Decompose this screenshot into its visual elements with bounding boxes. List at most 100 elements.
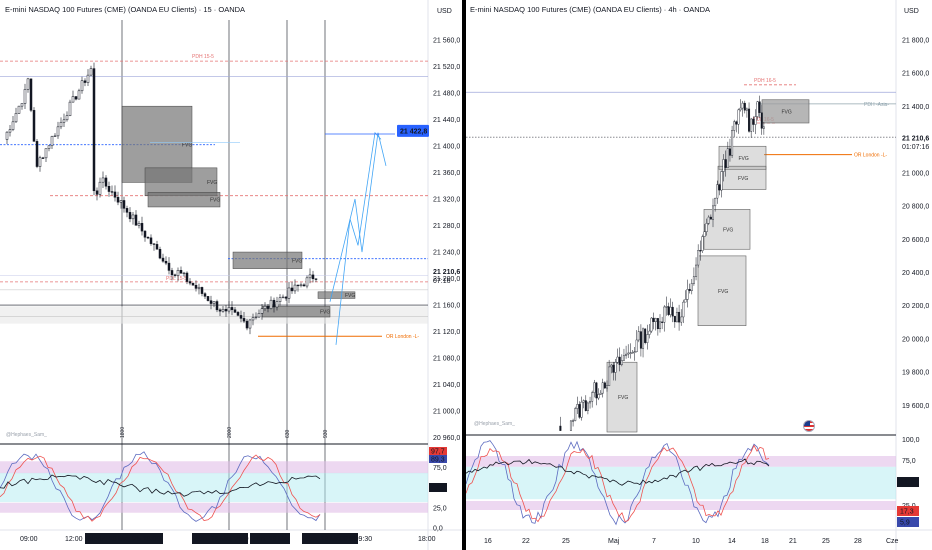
candle-body (756, 101, 759, 117)
left-chart-panel[interactable]: E-mini NASDAQ 100 Futures (CME) (OANDA E… (0, 0, 462, 550)
candle-body (697, 250, 700, 266)
candle-body (227, 307, 231, 312)
candle-body (122, 200, 126, 209)
candle-body (735, 121, 738, 125)
y-axis-tick: 21 120,0 (433, 329, 460, 336)
left-chart-canvas[interactable]: 1800 2000 630 930 PDH 15-5 PDL 15-5 OR London … (0, 0, 462, 550)
candle-body (293, 284, 297, 292)
candle-body (104, 177, 108, 187)
candle-body (170, 270, 174, 276)
stoch-d-line (466, 444, 770, 523)
osc-tag-text: 17,3 (900, 509, 914, 516)
fvg-box (703, 209, 751, 250)
time-axis-tag: pon. 19 Maj (253, 536, 290, 543)
fvg-label: FVG (723, 227, 733, 233)
candle-body (80, 80, 84, 92)
time-axis-tick: 10 (692, 538, 700, 545)
candle-body (203, 293, 207, 297)
candle-body (281, 296, 285, 299)
candle-body (690, 283, 693, 291)
y-axis-tick: 20 400,0 (902, 270, 929, 277)
osc-tag-bg (429, 483, 447, 492)
candle-body (669, 306, 672, 315)
candle-body (591, 392, 594, 402)
y-axis-tick: 19 600,0 (902, 403, 929, 410)
candle-body (302, 284, 306, 287)
y-axis-tick: 21 560,0 (433, 37, 460, 44)
candle-body (89, 68, 93, 76)
fvg-label: FVG (739, 156, 749, 162)
candle-body (603, 382, 606, 389)
osc-tag-bg (897, 506, 919, 516)
time-axis-tag: niedz. 18 Maj '25 18:00 (88, 536, 160, 543)
candle-body (197, 287, 201, 289)
candle-body (200, 287, 204, 294)
y-axis-tick: 21 000,0 (433, 409, 460, 416)
candle-body (593, 382, 596, 393)
candle-body (155, 244, 159, 250)
osc-tag-text: 97,7 (431, 449, 445, 456)
candle-body (107, 186, 111, 192)
y-axis-tick: 21 200,0 (433, 276, 460, 283)
fvg-box (697, 255, 747, 326)
candle-body (686, 289, 689, 300)
fvg-box (147, 192, 221, 208)
candle-body (230, 307, 234, 310)
candle-body (41, 157, 45, 159)
y-axis-tick: 19 800,0 (902, 370, 929, 377)
price-tag: 01:07:16 (902, 144, 929, 151)
candle-body (709, 216, 712, 220)
candle-body (128, 212, 132, 220)
session-marker: 2000 (227, 427, 233, 438)
time-axis-tick: 7 (652, 538, 656, 545)
fvg-box (717, 165, 767, 190)
y-axis-tick: 20 200,0 (902, 303, 929, 310)
right-chart-title: E-mini NASDAQ 100 Futures (CME) (OANDA E… (470, 5, 711, 14)
osc-tick: 100,0 (902, 437, 920, 444)
osc-overbought-band (0, 461, 428, 474)
candle-body (245, 320, 249, 329)
candle-body (32, 110, 36, 142)
fvg-label: FVG (207, 180, 217, 186)
candle-body (601, 382, 604, 394)
time-axis-tick: 25 (562, 538, 570, 545)
candle-body (584, 400, 587, 411)
osc-tick: 75,0 (433, 465, 447, 472)
y-axis-tick: 21 440,0 (433, 117, 460, 124)
candle-body (639, 331, 642, 349)
candle-body (311, 274, 315, 280)
panel-divider[interactable] (462, 0, 466, 550)
candle-body (116, 197, 120, 203)
session-marker: 930 (323, 429, 329, 438)
candle-body (627, 352, 630, 355)
candle-body (233, 309, 237, 313)
candle-body (605, 385, 608, 389)
candle-body (284, 296, 288, 299)
pdh-label: PDH 16-5 (754, 78, 776, 84)
candle-body (65, 115, 69, 121)
candle-body (612, 364, 615, 373)
candle-body (44, 148, 48, 159)
candle-body (263, 305, 267, 309)
fvg-box (317, 291, 356, 299)
candle-body (758, 101, 761, 113)
candle-body (26, 78, 30, 90)
candle-body (137, 223, 141, 226)
right-chart-panel[interactable]: E-mini NASDAQ 100 Futures (CME) (OANDA E… (466, 0, 932, 550)
time-axis-tick: 28 (854, 538, 862, 545)
candle-body (750, 118, 753, 132)
candle-body (675, 311, 678, 323)
candle-body (642, 328, 645, 349)
time-axis-tick: Maj (608, 538, 620, 545)
candle-body (739, 107, 742, 111)
candle-body (620, 360, 623, 365)
candle-body (173, 274, 177, 276)
y-axis-tick: 21 600,0 (902, 71, 929, 78)
candle-body (221, 308, 225, 312)
osc-tag-text: 51,1 (900, 480, 914, 487)
candle-body (633, 351, 636, 353)
candle-body (646, 334, 649, 343)
candle-body (656, 318, 659, 330)
candle-body (625, 353, 628, 356)
